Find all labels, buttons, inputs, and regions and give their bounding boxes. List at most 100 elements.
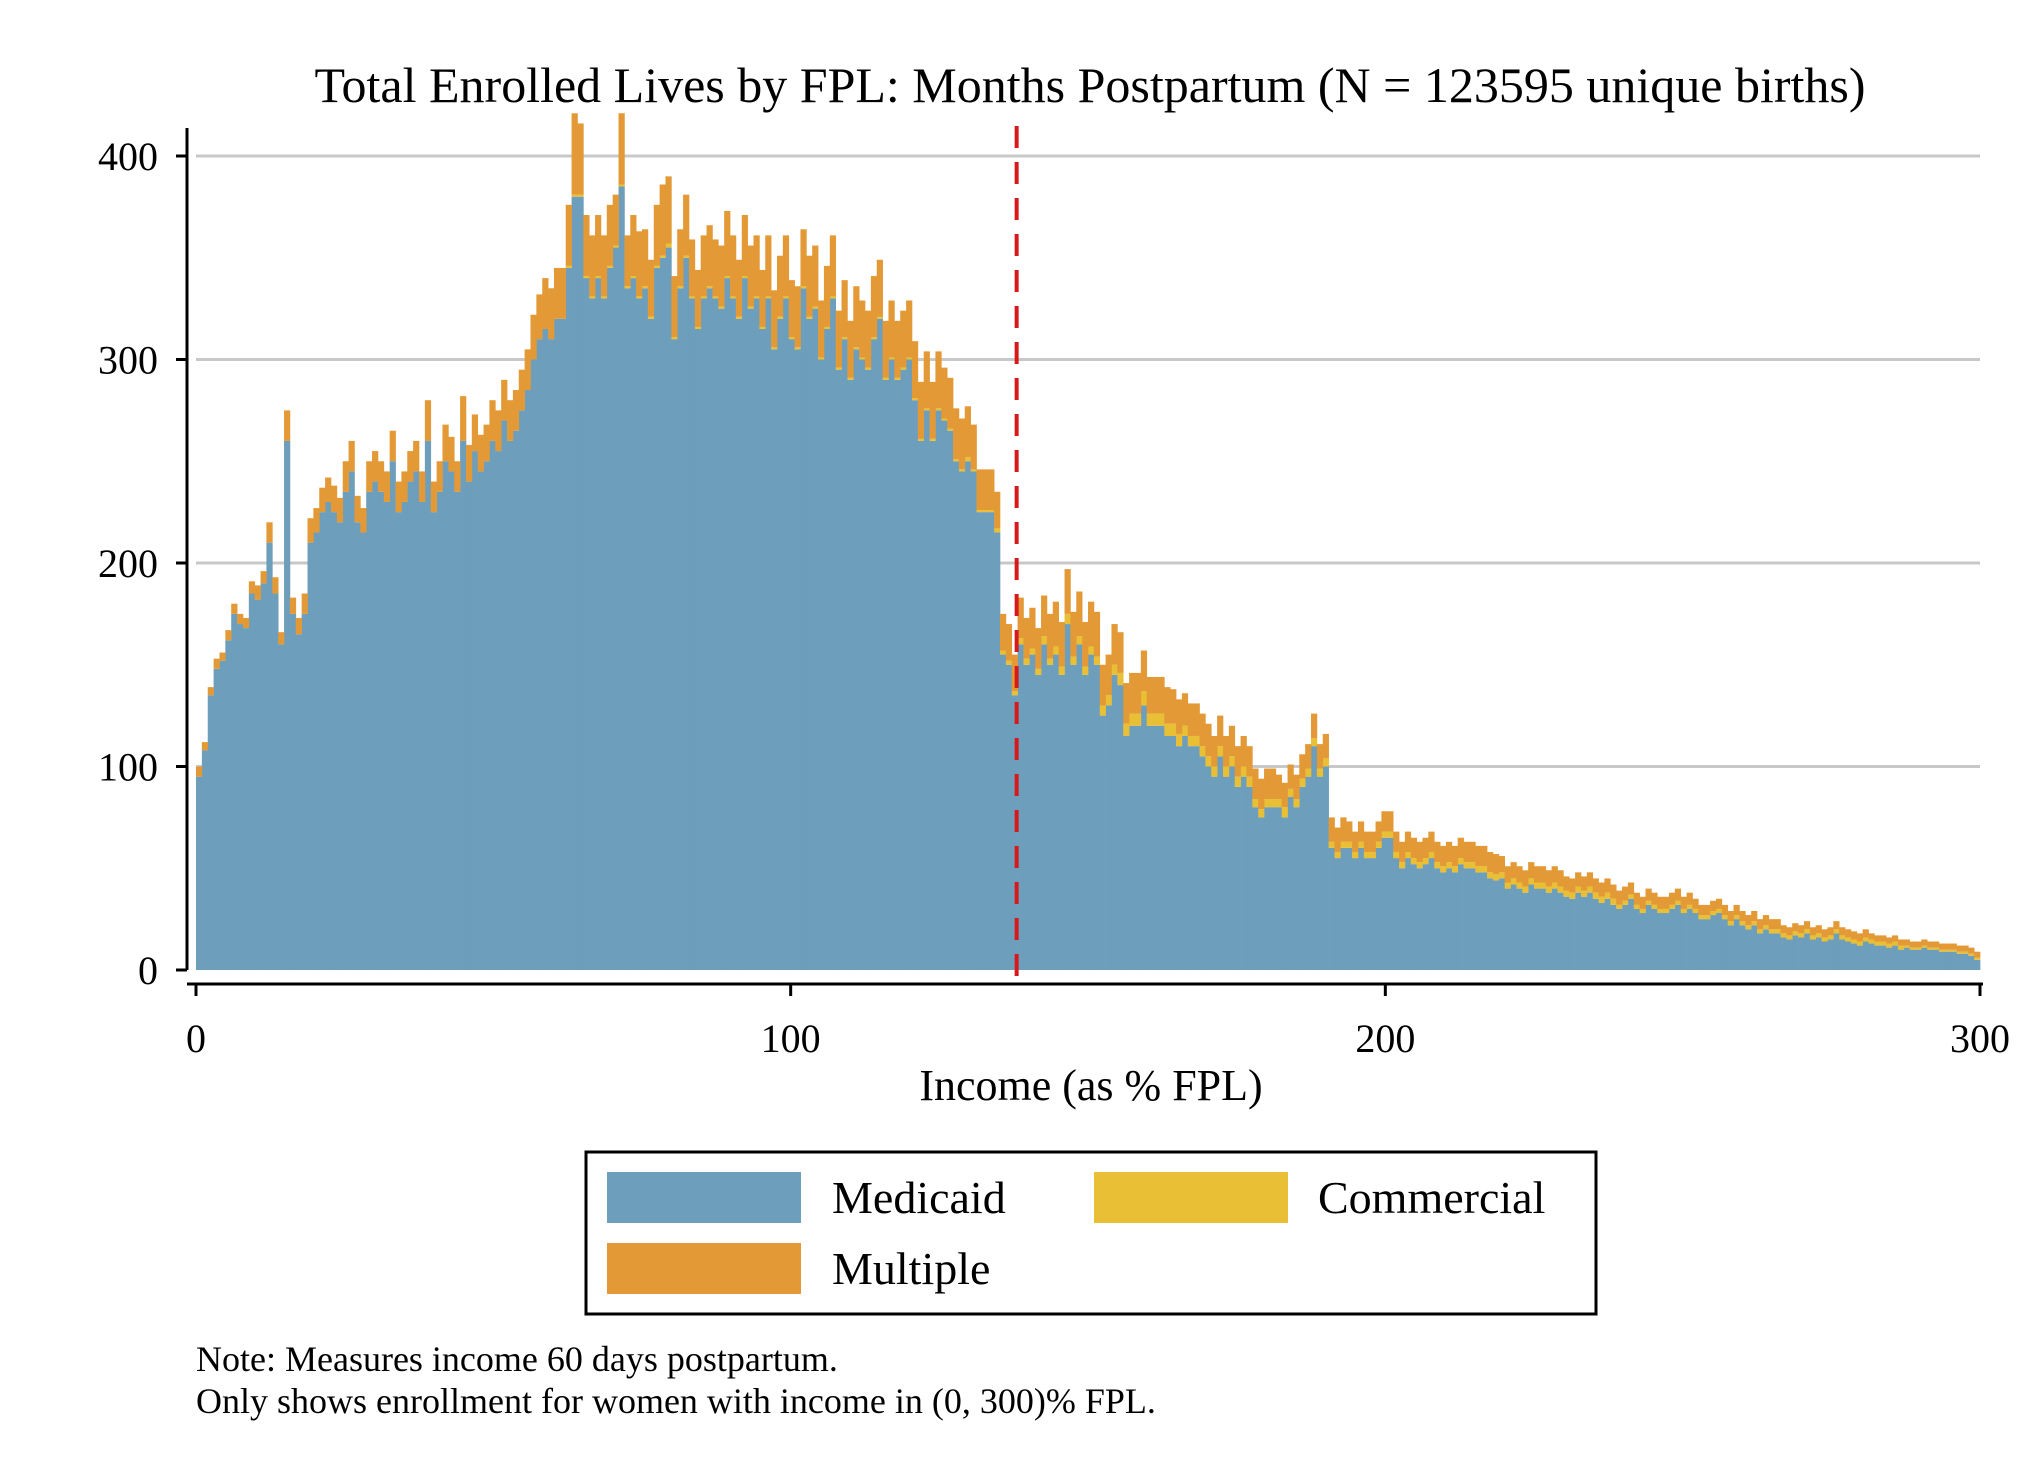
bar-segment [1704,915,1711,920]
bar-segment [1463,841,1470,863]
bar-segment [1088,601,1095,647]
bar-segment [219,660,226,970]
bar-segment [1891,935,1899,942]
bar-segment [953,459,960,462]
bar-segment [1563,876,1570,891]
legend-label-multiple: Multiple [832,1243,990,1294]
bar-segment [242,628,250,970]
bar-segment [1891,945,1899,970]
bar-segment [1627,894,1635,899]
bar-segment [1528,884,1535,970]
bar-segment [1140,691,1148,706]
bar-segment [1586,872,1594,887]
bar-segment [330,485,338,513]
bar-segment [495,410,502,452]
bar-segment [1774,933,1781,970]
bar-segment [1146,713,1153,726]
bar-segment [512,430,520,971]
bar-segment [1557,892,1564,970]
bar-segment [548,339,555,970]
bar-segment [366,491,373,970]
bar-segment [436,461,443,492]
bar-segment [829,298,837,970]
bar-segment [319,487,326,513]
bar-segment [1833,933,1840,970]
bar-segment [1176,733,1183,747]
bar-segment [865,310,872,368]
bar-segment [1463,862,1470,869]
bar-segment [1815,933,1822,938]
bar-segment [911,341,919,399]
bar-segment [489,400,496,441]
bar-segment [994,532,1001,970]
bar-segment [1704,904,1711,916]
bar-segment [1023,617,1030,659]
bar-segment [765,235,772,297]
bar-segment [1575,892,1582,970]
bar-segment [213,658,220,669]
bar-segment [1809,927,1817,936]
bar-segment [829,235,837,297]
bar-segment [718,306,725,309]
bar-segment [530,314,537,360]
bar-segment [823,326,831,329]
bar-segment [1798,937,1805,970]
bar-segment [642,286,649,289]
bar-segment [442,424,449,462]
bar-segment [1821,941,1828,970]
bar-segment [1187,703,1194,736]
bar-segment [953,461,960,970]
bar-segment [1627,898,1635,970]
bar-segment [1205,766,1212,970]
bar-segment [1727,925,1734,970]
bar-segment [1469,862,1476,869]
bar-segment [348,471,355,970]
bar-segment [1064,569,1071,614]
bar-segment [870,276,878,338]
bar-segment [1780,925,1787,934]
bar-segment [1363,851,1371,859]
bar-segment [1181,725,1189,736]
bar-segment [876,316,883,319]
bar-segment [589,298,596,970]
bar-segment [1334,851,1341,859]
bar-segment [730,235,737,297]
bar-segment [1768,929,1775,934]
bar-segment [1445,868,1453,970]
bar-segment [1909,947,1916,950]
bar-segment [383,471,391,502]
bar-segment [1686,908,1693,970]
bar-segment [1686,892,1693,905]
bar-segment [688,239,696,297]
bar-segment [1886,943,1893,948]
bar-segment [735,316,743,319]
bar-segment [1768,919,1775,930]
bar-segment [1698,919,1705,971]
bar-segment [1968,947,1975,954]
bar-segment [1645,888,1652,901]
bar-segment [1827,935,1834,940]
bar-segment [548,288,555,340]
bar-segment [618,184,625,187]
bar-segment [1299,786,1306,970]
bar-segment [1663,913,1670,970]
bar-segment [765,296,772,299]
bar-segment [1633,904,1640,909]
bar-segment [1721,915,1729,920]
bar-segment [941,420,948,970]
bar-segment [1803,921,1811,930]
bar-segment [1158,713,1165,726]
bar-segment [1387,831,1394,838]
bar-segment [1786,927,1793,936]
bar-segment [1340,817,1347,842]
bar-segment [1170,689,1177,724]
bar-segment [254,585,261,600]
bar-segment [207,687,214,696]
bar-segment [260,583,267,970]
bar-segment [1445,841,1453,863]
bar-segment [1545,870,1552,887]
bar-segment [1193,746,1200,970]
bar-segment [1170,735,1177,970]
bar-segment [401,471,408,502]
bar-segment [207,695,214,970]
